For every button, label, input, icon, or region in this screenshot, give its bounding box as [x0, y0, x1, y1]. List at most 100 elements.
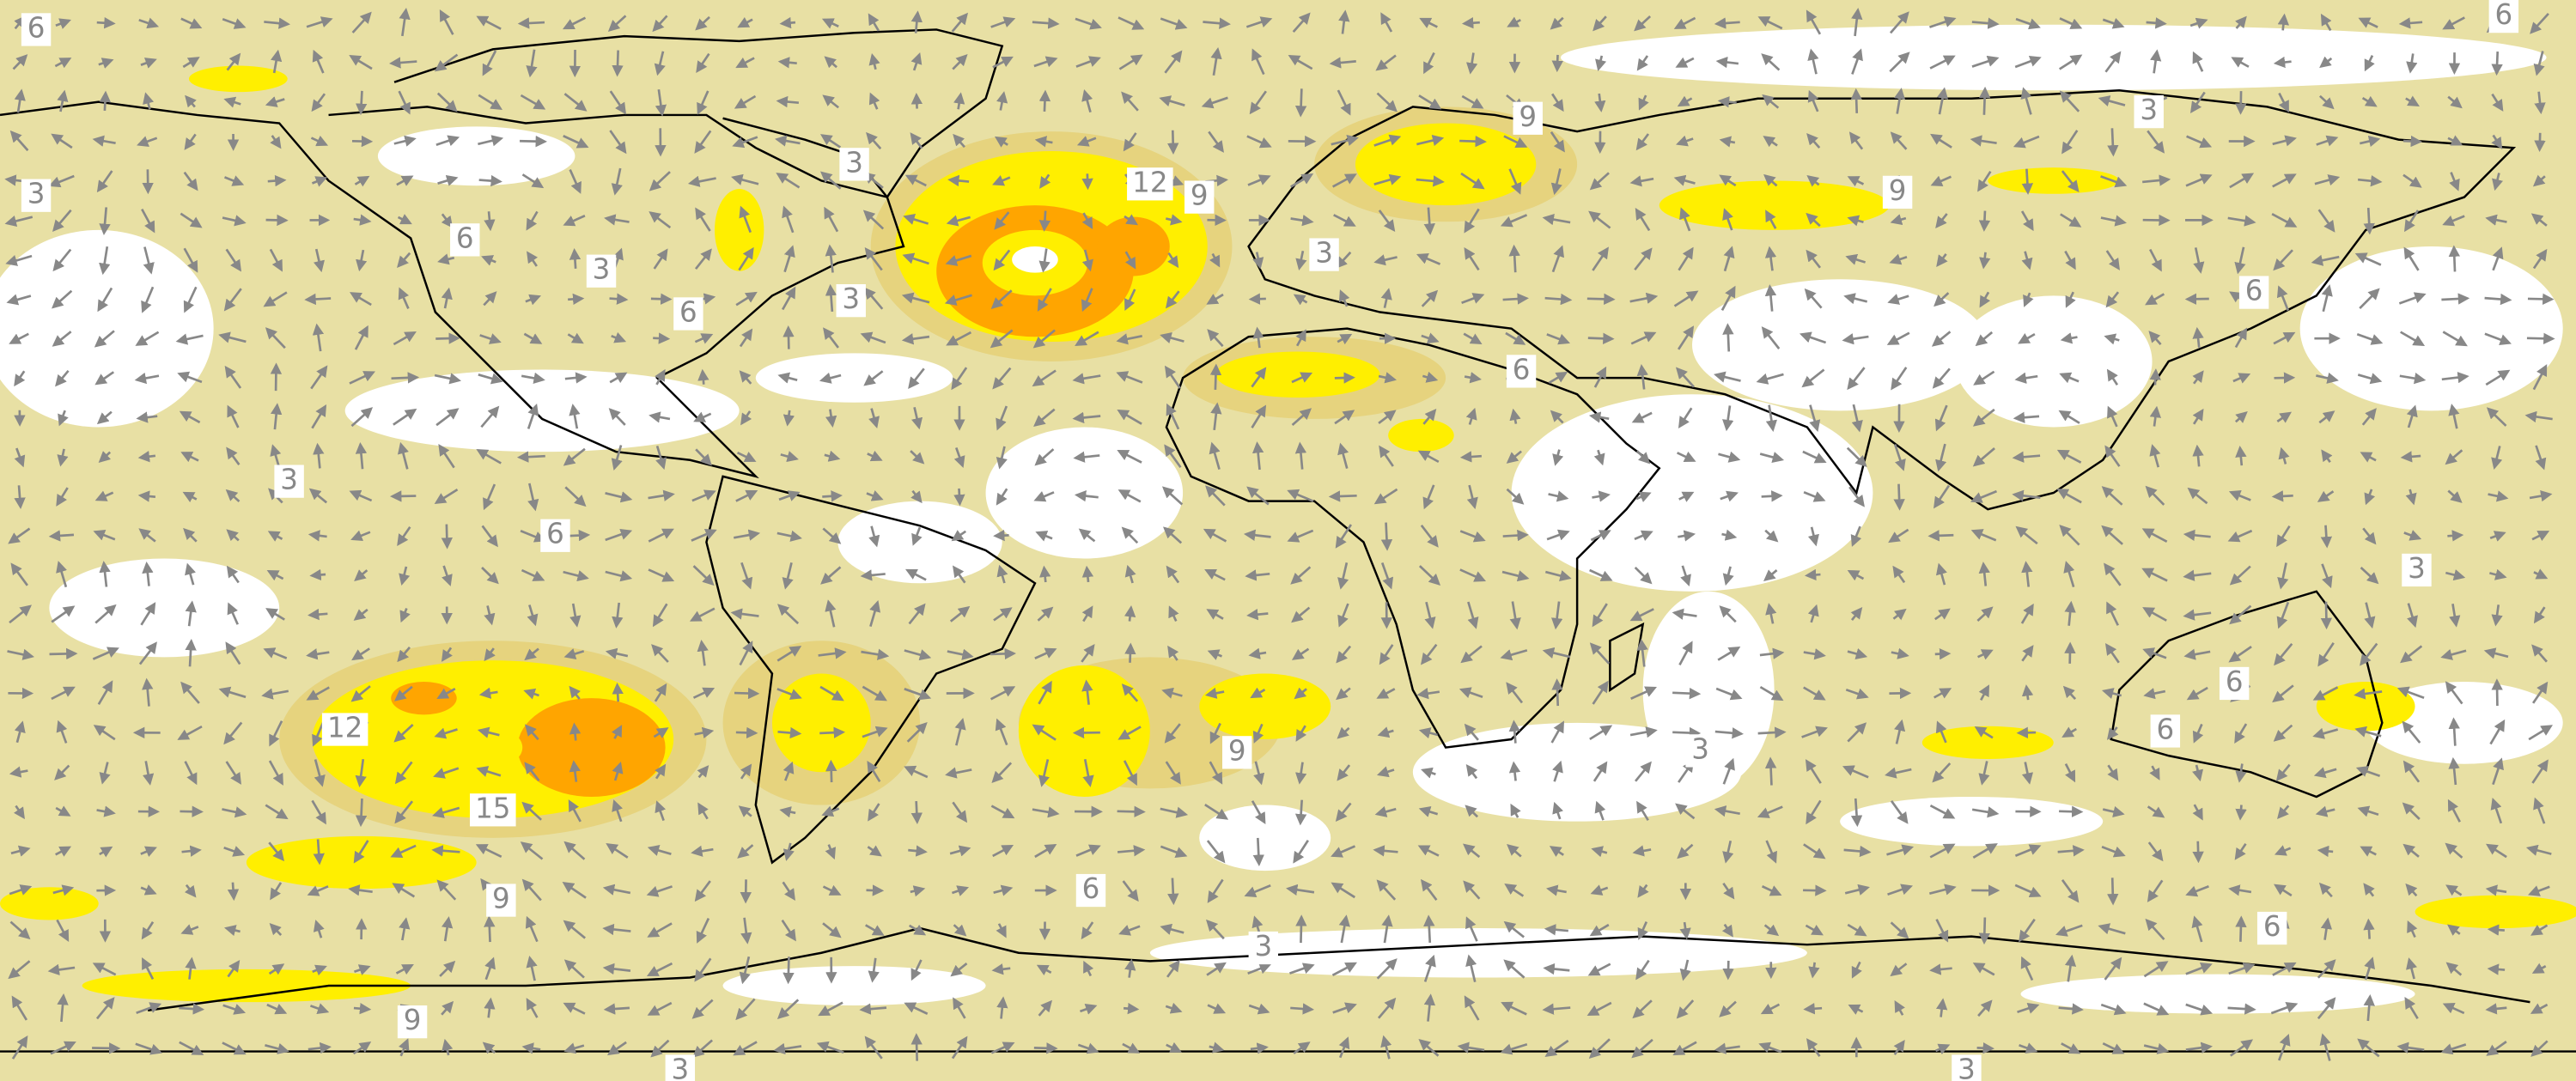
wind-arrow: [569, 404, 581, 429]
wind-arrow: [2276, 411, 2293, 423]
wind-arrow: [947, 174, 970, 187]
wind-arrow: [1891, 367, 1908, 391]
wind-arrow: [1164, 365, 1181, 389]
wind-arrow: [2363, 918, 2375, 939]
wind-arrow: [2485, 369, 2511, 386]
contour-label: 6: [2245, 275, 2263, 307]
wind-arrow: [1979, 291, 1991, 308]
wind-arrow: [901, 292, 930, 304]
wind-arrow: [2098, 95, 2126, 106]
wind-arrow: [1418, 94, 1442, 110]
wind-arrow: [1544, 293, 1573, 306]
wind-arrow: [435, 332, 460, 344]
wind-arrow: [1635, 450, 1651, 465]
contour-label: 9: [1228, 734, 1246, 767]
wind-arrow: [180, 17, 203, 29]
wind-arrow: [2235, 15, 2247, 29]
wind-arrow: [1935, 213, 1948, 228]
wind-arrow: [1970, 529, 1997, 542]
wind-arrow: [1248, 293, 1266, 305]
wind-arrow: [781, 286, 796, 311]
wind-arrow: [689, 607, 716, 622]
wind-arrow: [1380, 562, 1394, 590]
wind-arrow: [2364, 55, 2375, 72]
wind-arrow: [648, 568, 675, 582]
wind-arrow: [2193, 247, 2205, 274]
wind-arrow: [1636, 55, 1649, 71]
wind-arrow: [99, 561, 111, 587]
wind-arrow: [52, 289, 73, 309]
wind-arrow: [356, 249, 368, 272]
wind-arrow: [484, 605, 496, 626]
wind-arrow: [730, 608, 759, 620]
wind-arrow: [691, 489, 716, 502]
wind-arrow: [2059, 17, 2083, 29]
wind-arrow: [1546, 529, 1570, 541]
wind-arrow: [1635, 208, 1651, 232]
wind-arrow: [777, 604, 800, 625]
wind-arrow: [2442, 331, 2468, 347]
wind-arrow: [2360, 567, 2379, 585]
wind-arrow: [2227, 215, 2256, 227]
wind-arrow: [1209, 363, 1222, 390]
wind-arrow: [911, 407, 923, 430]
wind-arrow: [992, 367, 1012, 390]
wind-arrow: [609, 90, 627, 115]
wind-arrow: [908, 367, 925, 389]
wind-arrow: [8, 527, 31, 544]
wind-arrow: [993, 607, 1013, 622]
wind-arrow: [177, 371, 203, 384]
wind-arrow: [1765, 404, 1778, 432]
wind-arrow: [2272, 135, 2297, 147]
wind-arrow: [309, 568, 326, 581]
wind-arrow: [1337, 603, 1349, 628]
wind-arrow: [438, 443, 455, 469]
wind-arrow: [2531, 531, 2550, 542]
wind-arrow: [1373, 134, 1402, 147]
wind-arrow: [1927, 530, 1954, 542]
wind-arrow: [476, 449, 502, 465]
wind-arrow: [650, 293, 673, 305]
wind-arrow: [1335, 524, 1353, 549]
wind-arrow: [1291, 372, 1313, 384]
wind-arrow: [1459, 568, 1487, 582]
wind-arrow: [949, 605, 971, 622]
wind-arrow: [824, 450, 841, 462]
wind-arrow: [2447, 135, 2463, 146]
wind-arrow: [479, 333, 502, 344]
wind-arrow: [270, 135, 282, 149]
wind-arrow: [569, 168, 582, 194]
wind-arrow: [1465, 407, 1477, 425]
wind-arrow: [1678, 246, 1694, 271]
wind-arrow: [48, 174, 75, 188]
wind-arrow: [484, 211, 496, 232]
wind-arrow: [2013, 411, 2040, 423]
wind-arrow: [648, 528, 674, 543]
wind-arrow: [563, 570, 589, 582]
wind-arrow: [1168, 605, 1179, 622]
wind-arrow: [1206, 609, 1224, 620]
wind-arrow: [1505, 331, 1526, 345]
wind-arrow: [2018, 332, 2036, 344]
wind-arrow: [1546, 333, 1571, 345]
wind-arrow: [2406, 53, 2418, 74]
wind-arrow: [1589, 568, 1613, 581]
wind-arrow: [2059, 372, 2080, 384]
wind-arrow: [434, 488, 459, 504]
wind-arrow: [182, 491, 198, 503]
wind-arrow: [695, 448, 712, 466]
wind-arrow: [442, 565, 453, 586]
wind-arrow: [2146, 17, 2167, 29]
wind-arrow: [1675, 57, 1695, 68]
wind-arrow: [265, 327, 286, 349]
wind-arrow: [822, 527, 842, 544]
wind-arrow: [1847, 215, 1864, 227]
wind-arrow: [2142, 174, 2171, 186]
wind-arrow: [481, 525, 498, 548]
wind-arrow: [609, 372, 628, 384]
wind-arrow: [1117, 805, 1146, 818]
wind-arrow: [2447, 95, 2463, 109]
wind-arrow: [652, 603, 668, 628]
wind-arrow: [2361, 408, 2377, 426]
wind-arrow: [692, 565, 715, 586]
